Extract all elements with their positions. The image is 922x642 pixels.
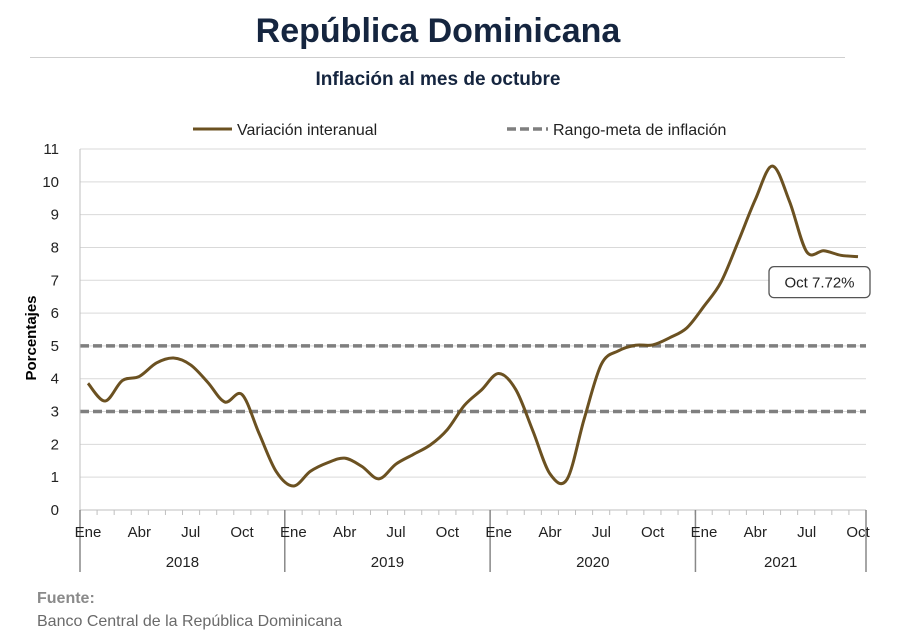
y-tick-label: 9 [51,207,59,224]
x-tick-label: Oct [846,524,870,541]
year-label: 2021 [764,554,797,571]
y-tick-label: 10 [42,174,59,191]
x-tick-label: Abr [538,524,561,541]
title-divider [30,57,845,58]
y-tick-label: 7 [51,272,59,289]
grid-lines [80,148,866,478]
y-tick-label: 1 [51,469,59,486]
annotation: Oct 7.72% [768,265,871,299]
x-tick-label: Ene [75,524,102,541]
y-tick-label: 11 [43,141,59,158]
y-tick-label: 3 [51,404,59,421]
x-tick-label: Jul [592,524,611,541]
x-tick-label: Jul [386,524,405,541]
x-tick-label: Abr [744,524,767,541]
x-tick-label: Abr [128,524,151,541]
x-tick-label: Abr [333,524,356,541]
x-tick-label: Oct [230,524,254,541]
source-label: Fuente: [37,590,95,607]
chart-subtitle: Inflación al mes de octubre [315,69,561,90]
y-tick-label: 8 [51,239,59,256]
x-tick-label: Oct [436,524,460,541]
source-text: Banco Central de la República Dominicana [37,613,343,630]
annotation-label: Oct 7.72% [784,275,854,292]
x-tick-labels: Ene Abr Jul Oct Ene Abr Jul Oct Ene Abr Jul Oct Ene A… [75,524,871,571]
chart-title: República Dominicana [255,12,621,50]
year-label: 2018 [166,554,199,571]
y-tick-label: 6 [51,305,59,322]
x-tick-label: Ene [691,524,718,541]
year-label: 2020 [576,554,609,571]
annotation-box [768,265,871,299]
x-tick-label: Jul [181,524,200,541]
x-tick-label: Ene [280,524,307,541]
legend-label-variacion: Variación interanual [237,122,377,139]
legend-label-rango-meta: Rango-meta de inflación [553,122,726,139]
series-line-variacion-interanual [86,164,859,488]
y-tick-label: 5 [51,338,59,355]
y-tick-label: 0 [51,502,59,519]
legend: Variación interanual Rango-meta de inflac… [193,122,726,139]
axes [79,149,867,572]
year-label: 2019 [371,554,404,571]
target-range-lines [80,344,866,414]
y-tick-label: 2 [51,436,59,453]
y-tick-label: 4 [51,371,59,388]
y-tick-labels: 0 1 2 3 4 5 6 7 8 9 10 11 [42,141,59,519]
y-axis-label: Porcentajes [23,295,40,380]
x-tick-label: Jul [797,524,816,541]
x-tick-label: Oct [641,524,665,541]
series-layer [86,164,859,488]
x-tick-label: Ene [485,524,512,541]
